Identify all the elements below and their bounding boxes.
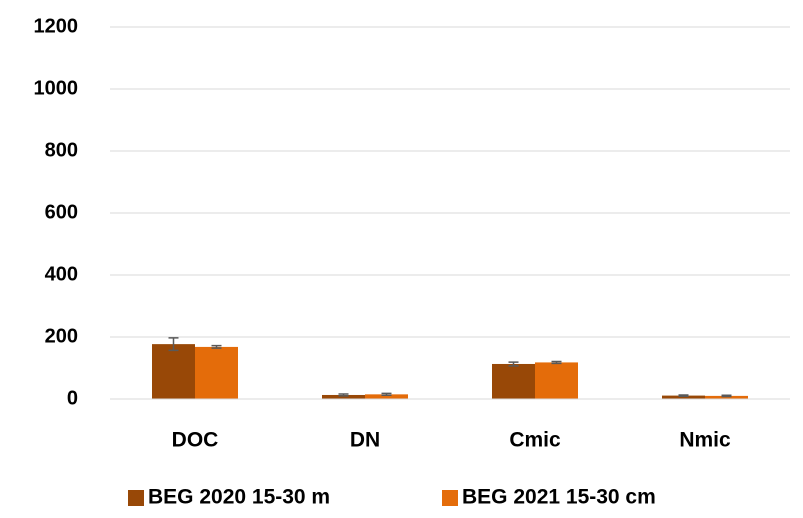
x-tick-label: Cmic xyxy=(509,429,561,452)
y-tick-label: 400 xyxy=(45,263,78,285)
legend-label: BEG 2021 15-30 cm xyxy=(462,486,656,509)
bar xyxy=(705,395,748,399)
bar xyxy=(492,363,535,399)
error-bar xyxy=(168,337,179,352)
error-bar xyxy=(721,394,732,398)
error-bar xyxy=(381,392,392,397)
bar xyxy=(365,394,408,399)
legend-label: BEG 2020 15-30 m xyxy=(148,486,330,509)
x-tick-label: Nmic xyxy=(679,429,731,452)
bar xyxy=(322,394,365,399)
bar xyxy=(535,362,578,399)
error-bar xyxy=(211,344,222,349)
error-bar xyxy=(338,393,349,397)
y-tick-label: 600 xyxy=(45,201,78,223)
y-tick-label: 0 xyxy=(67,387,78,409)
bar xyxy=(662,395,705,399)
y-tick-label: 1200 xyxy=(34,15,79,37)
x-tick-label: DN xyxy=(350,429,380,452)
y-tick-label: 800 xyxy=(45,139,78,161)
x-tick-label: DOC xyxy=(172,429,219,452)
bar xyxy=(195,346,238,399)
error-bar xyxy=(678,394,689,397)
legend-swatch xyxy=(442,490,458,506)
bar xyxy=(152,344,195,399)
error-bar xyxy=(551,360,562,365)
y-tick-label: 1000 xyxy=(34,77,79,99)
legend-swatch xyxy=(128,490,144,506)
error-bar xyxy=(508,361,519,367)
y-tick-label: 200 xyxy=(45,325,78,347)
